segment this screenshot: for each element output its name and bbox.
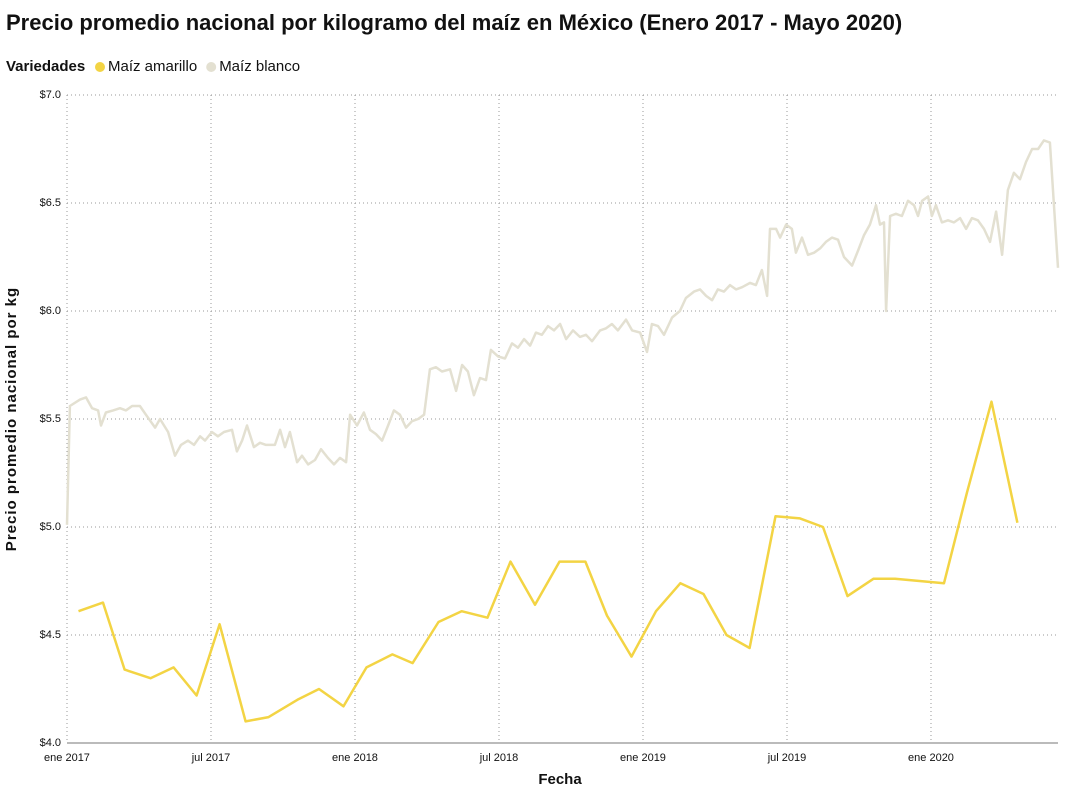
y-tick-label: $6.0 <box>40 305 61 317</box>
x-tick-label: ene 2018 <box>332 752 378 764</box>
x-tick-label: ene 2019 <box>620 752 666 764</box>
legend-label: Maíz blanco <box>219 58 300 75</box>
chart-title: Precio promedio nacional por kilogramo d… <box>6 10 902 35</box>
legend-label: Maíz amarillo <box>108 58 197 75</box>
y-axis-title: Precio promedio nacional por kg <box>3 287 20 551</box>
legend-marker <box>95 62 105 72</box>
x-tick-label: jul 2019 <box>767 752 807 764</box>
x-tick-label: jul 2017 <box>191 752 231 764</box>
x-axis-title: Fecha <box>538 771 582 788</box>
x-tick-label: ene 2020 <box>908 752 954 764</box>
legend-marker <box>206 62 217 72</box>
x-tick-label: ene 2017 <box>44 752 90 764</box>
y-tick-label: $4.5 <box>40 629 61 641</box>
y-tick-label: $5.5 <box>40 413 61 425</box>
series-line <box>65 139 1060 525</box>
y-tick-label: $5.0 <box>40 521 61 533</box>
y-tick-label: $4.0 <box>40 737 61 749</box>
series-line <box>78 400 1019 723</box>
x-tick-label: jul 2018 <box>479 752 519 764</box>
legend-title: Variedades <box>6 58 85 75</box>
y-tick-label: $7.0 <box>40 89 61 101</box>
y-tick-label: $6.5 <box>40 197 61 209</box>
